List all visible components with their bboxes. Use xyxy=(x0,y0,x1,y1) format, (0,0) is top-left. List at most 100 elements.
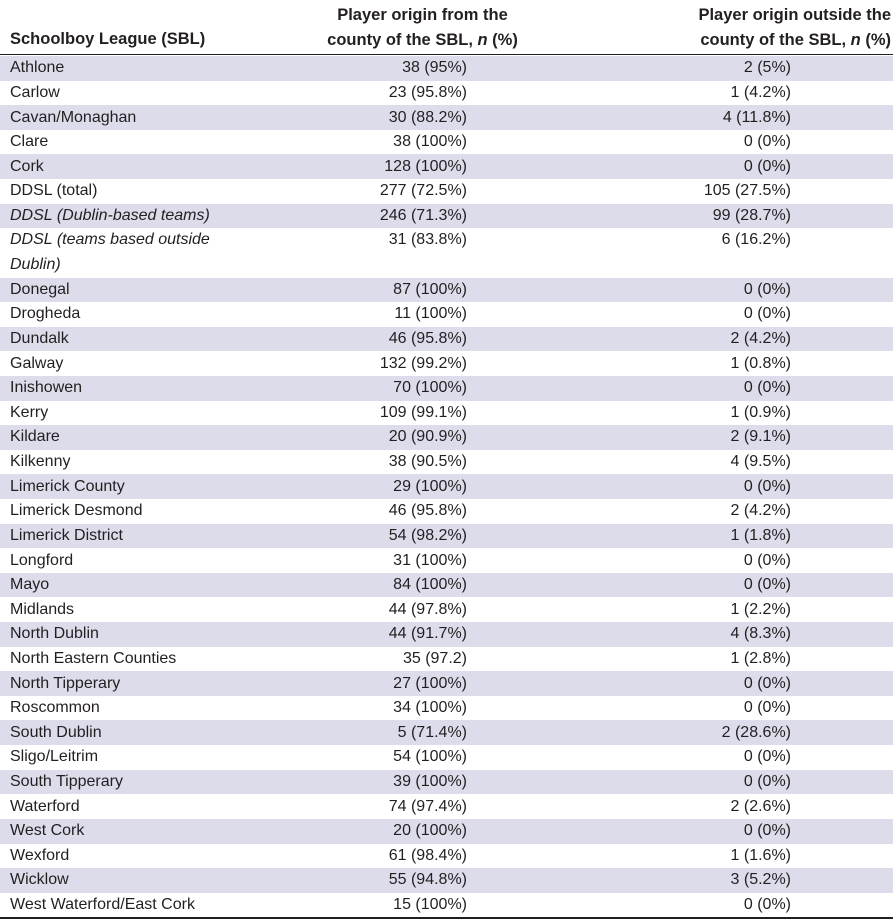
outside-county-cell: 0 (0%) xyxy=(743,305,791,323)
inside-county-cell: 38 (100%) xyxy=(393,133,467,151)
table-row: DDSL (Dublin-based teams) 246 (71.3%) 99 (… xyxy=(0,203,893,229)
outside-county-cell: 1 (0.8%) xyxy=(730,354,791,372)
league-cell: Waterford xyxy=(10,797,80,815)
inside-county-cell: 39 (100%) xyxy=(393,772,467,790)
league-cell: Galway xyxy=(10,354,64,372)
league-cell: Midlands xyxy=(10,600,75,618)
outside-county-cell: 2 (9.1%) xyxy=(730,428,791,446)
table-row: Athlone 38 (95%) 2 (5%) xyxy=(0,56,893,81)
table-row: Waterford 74 (97.4%) 2 (2.6%) xyxy=(0,794,893,819)
outside-county-cell: 4 (9.5%) xyxy=(730,453,791,471)
league-cell: Mayo xyxy=(10,576,50,594)
header-inside-n: n xyxy=(477,31,488,49)
outside-county-cell: 0 (0%) xyxy=(743,748,791,766)
league-cell: South Tipperary xyxy=(10,772,123,790)
inside-county-cell: 31 (83.8%) xyxy=(388,231,467,249)
inside-county-cell: 34 (100%) xyxy=(393,699,467,717)
league-cell: Kilkenny xyxy=(10,453,71,471)
inside-county-cell: 38 (90.5%) xyxy=(388,453,467,471)
outside-county-cell: 4 (8.3%) xyxy=(730,625,791,643)
table-row: Limerick Desmond 46 (95.8%) 2 (4.2%) xyxy=(0,499,893,524)
league-cell: Sligo/Leitrim xyxy=(10,748,99,766)
league-cell: Kerry xyxy=(10,403,49,421)
league-cell: North Dublin xyxy=(10,625,99,643)
inside-county-cell: 23 (95.8%) xyxy=(388,83,467,101)
league-cell: Donegal xyxy=(10,280,70,298)
header-outside-n: n xyxy=(850,31,861,49)
league-cell: Kildare xyxy=(10,428,60,446)
league-cell: DDSL (total) xyxy=(10,182,98,200)
inside-county-cell: 5 (71.4%) xyxy=(397,723,467,741)
outside-county-cell: 2 (28.6%) xyxy=(721,723,791,741)
inside-county-cell: 46 (95.8%) xyxy=(388,330,467,348)
league-cell: West Waterford/East Cork xyxy=(10,896,195,914)
league-cell: Athlone xyxy=(10,59,65,77)
inside-county-cell: 84 (100%) xyxy=(393,576,467,594)
league-cell: Limerick Desmond xyxy=(10,502,143,520)
table-row: South Tipperary 39 (100%) 0 (0%) xyxy=(0,769,893,795)
outside-county-cell: 2 (4.2%) xyxy=(730,330,791,348)
inside-county-cell: 38 (95%) xyxy=(402,59,467,77)
bottom-rule xyxy=(0,917,893,919)
inside-county-cell: 109 (99.1%) xyxy=(379,403,467,421)
inside-county-cell: 30 (88.2%) xyxy=(388,108,467,126)
table-row: Kildare 20 (90.9%) 2 (9.1%) xyxy=(0,425,893,450)
table-row: Donegal 87 (100%) 0 (0%) xyxy=(0,277,893,303)
outside-county-cell: 1 (2.2%) xyxy=(730,600,791,618)
outside-county-cell: 0 (0%) xyxy=(743,772,791,790)
league-cell: Cork xyxy=(10,157,44,175)
inside-county-cell: 44 (97.8%) xyxy=(388,600,467,618)
league-cell: West Cork xyxy=(10,822,85,840)
inside-county-cell: 70 (100%) xyxy=(393,379,467,397)
outside-county-cell: 0 (0%) xyxy=(743,896,791,914)
outside-county-cell: 0 (0%) xyxy=(743,477,791,495)
league-cell: Wicklow xyxy=(10,871,69,889)
inside-county-cell: 31 (100%) xyxy=(393,551,467,569)
league-cell: Inishowen xyxy=(10,379,83,397)
table-row: Wexford 61 (98.4%) 1 (1.6%) xyxy=(0,844,893,869)
table-row: Roscommon 34 (100%) 0 (0%) xyxy=(0,696,893,721)
league-cell: Dundalk xyxy=(10,330,69,348)
table-row: Galway 132 (99.2%) 1 (0.8%) xyxy=(0,351,893,376)
header-inside-line1: Player origin from the xyxy=(337,6,508,24)
table-row: North Dublin 44 (91.7%) 4 (8.3%) xyxy=(0,622,893,647)
outside-county-cell: 2 (2.6%) xyxy=(730,797,791,815)
inside-county-cell: 246 (71.3%) xyxy=(379,206,467,224)
league-cell: Carlow xyxy=(10,83,60,101)
table-row: Cavan/Monaghan 30 (88.2%) 4 (11.8%) xyxy=(0,105,893,130)
inside-county-cell: 54 (98.2%) xyxy=(388,526,467,544)
inside-county-cell: 20 (90.9%) xyxy=(388,428,467,446)
outside-county-cell: 0 (0%) xyxy=(743,133,791,151)
outside-county-cell: 0 (0%) xyxy=(743,674,791,692)
league-cell: North Eastern Counties xyxy=(10,649,177,667)
table-body: Athlone 38 (95%) 2 (5%) Carlow 23 (95.8%) 1 (… xyxy=(0,56,893,917)
table-row: Clare 38 (100%) 0 (0%) xyxy=(0,130,893,155)
league-cell: Limerick County xyxy=(10,477,125,495)
table-row: Cork 128 (100%) 0 (0%) xyxy=(0,154,893,180)
table-row: Dundalk 46 (95.8%) 2 (4.2%) xyxy=(0,326,893,352)
table-row: Inishowen 70 (100%) 0 (0%) xyxy=(0,375,893,401)
outside-county-cell: 6 (16.2%) xyxy=(721,231,791,249)
outside-county-cell: 4 (11.8%) xyxy=(722,108,791,126)
league-cell: Longford xyxy=(10,551,74,569)
outside-county-cell: 0 (0%) xyxy=(743,379,791,397)
outside-county-cell: 1 (0.9%) xyxy=(730,403,791,421)
outside-county-cell: 0 (0%) xyxy=(743,822,791,840)
league-cell: Wexford xyxy=(10,846,70,864)
inside-county-cell: 61 (98.4%) xyxy=(388,846,467,864)
table-row: Limerick District 54 (98.2%) 1 (1.8%) xyxy=(0,523,893,549)
header-outside-county: Player origin outside the county of the … xyxy=(530,0,893,54)
inside-county-cell: 46 (95.8%) xyxy=(388,502,467,520)
inside-county-cell: 20 (100%) xyxy=(393,822,467,840)
inside-county-cell: 87 (100%) xyxy=(393,280,467,298)
outside-county-cell: 105 (27.5%) xyxy=(703,182,791,200)
outside-county-cell: 0 (0%) xyxy=(743,576,791,594)
outside-county-cell: 1 (1.8%) xyxy=(730,526,791,544)
inside-county-cell: 29 (100%) xyxy=(393,477,467,495)
league-cell: South Dublin xyxy=(10,723,102,741)
header-outside-pct: (%) xyxy=(860,31,891,49)
header-inside-county: Player origin from the county of the SBL… xyxy=(285,0,530,54)
inside-county-cell: 277 (72.5%) xyxy=(379,182,467,200)
inside-county-cell: 11 (100%) xyxy=(394,305,467,323)
league-cell: DDSL (Dublin-based teams) xyxy=(10,206,210,224)
